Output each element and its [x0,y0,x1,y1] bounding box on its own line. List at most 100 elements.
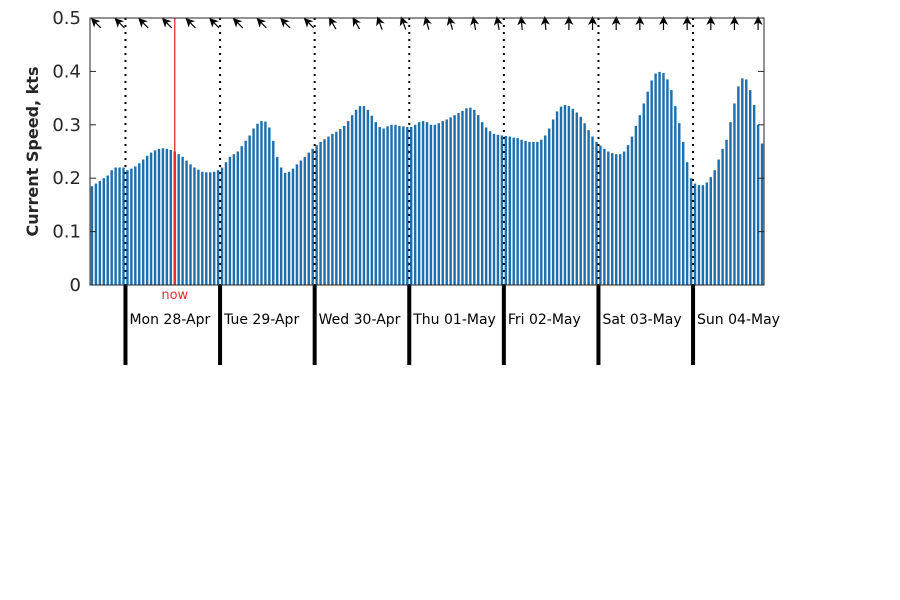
bar [547,128,551,285]
bar [721,148,724,285]
bar [587,130,590,285]
bar [299,160,303,285]
bar [370,115,374,285]
direction-arrow [611,16,621,30]
day-labels: Mon 28-Apr Tue 29-Apr Wed 30-Apr Thu 01-May… [129,312,779,328]
bar [575,112,578,286]
bar [402,126,405,286]
bar [697,185,701,285]
bar [350,115,354,285]
bar [626,145,630,285]
bar [473,109,476,285]
arrow-head [423,16,432,27]
y-axis: 0 0.1 0.2 0.3 0.4 0.5 [52,8,764,296]
arrow-head [729,16,739,25]
arrow-head [635,16,645,25]
bar [208,172,212,285]
direction-arrow [328,16,338,30]
bar [670,90,673,285]
bar [571,108,575,285]
bar [205,172,208,285]
bar [760,143,764,285]
direction-arrow [256,18,267,29]
bar [283,172,287,285]
bar [532,141,535,285]
bar [709,177,713,285]
bar [220,167,224,285]
bar [540,139,543,285]
bar [748,90,752,285]
bar [591,136,594,285]
bar [331,133,334,285]
now-marker: now [161,18,189,303]
bar [685,162,689,285]
bar [177,154,180,285]
bar [248,135,251,285]
bar [701,185,705,285]
bar [618,154,622,285]
bar [638,115,642,285]
bar [461,110,464,285]
bar [106,175,109,285]
direction-arrow [682,16,692,30]
day-label: Tue 29-Apr [223,312,299,328]
bar [276,156,279,285]
bar [295,164,299,285]
bar [228,156,232,285]
bar [126,170,129,285]
bar [339,129,342,285]
bar [713,170,716,285]
bar [410,126,413,285]
bar [311,148,314,285]
bar [551,119,555,286]
bar [236,151,240,285]
bar [90,186,94,285]
bar [386,126,389,286]
bar [579,116,582,285]
y-tick-label: 0.5 [52,8,81,29]
bar [642,103,645,285]
bar [599,145,602,285]
bar [477,115,480,285]
bar [666,79,669,285]
arrow-head [517,16,527,26]
direction-arrow [470,16,480,30]
bar [445,119,448,286]
now-label: now [161,288,188,303]
bar [291,168,295,285]
bar [488,131,492,285]
bar [484,127,488,285]
bar [307,152,310,285]
direction-arrows [90,16,763,31]
bar [603,148,606,285]
arrow-head [470,16,480,26]
bar [480,122,484,285]
bar [583,123,586,285]
bar [441,121,444,285]
direction-arrow [706,16,716,30]
y-tick-label: 0.1 [52,222,81,243]
bar [260,121,263,285]
arrow-head [352,16,361,27]
bar [114,167,117,285]
bar [272,140,275,285]
bar [98,180,102,285]
bar [650,80,653,285]
day-label: Fri 02-May [508,312,581,328]
bar [118,167,121,285]
bar [413,124,417,285]
direction-arrow [352,16,361,30]
bar [279,167,283,285]
bar [433,124,437,285]
bar [469,107,472,286]
arrow-head [611,16,621,25]
bar [536,141,539,285]
bar [157,148,161,285]
bar [607,151,610,285]
bar [327,136,330,285]
arrow-head [706,16,716,25]
bar [362,106,366,285]
bar [374,122,377,285]
direction-arrow [232,18,244,29]
direction-arrow [446,16,456,30]
